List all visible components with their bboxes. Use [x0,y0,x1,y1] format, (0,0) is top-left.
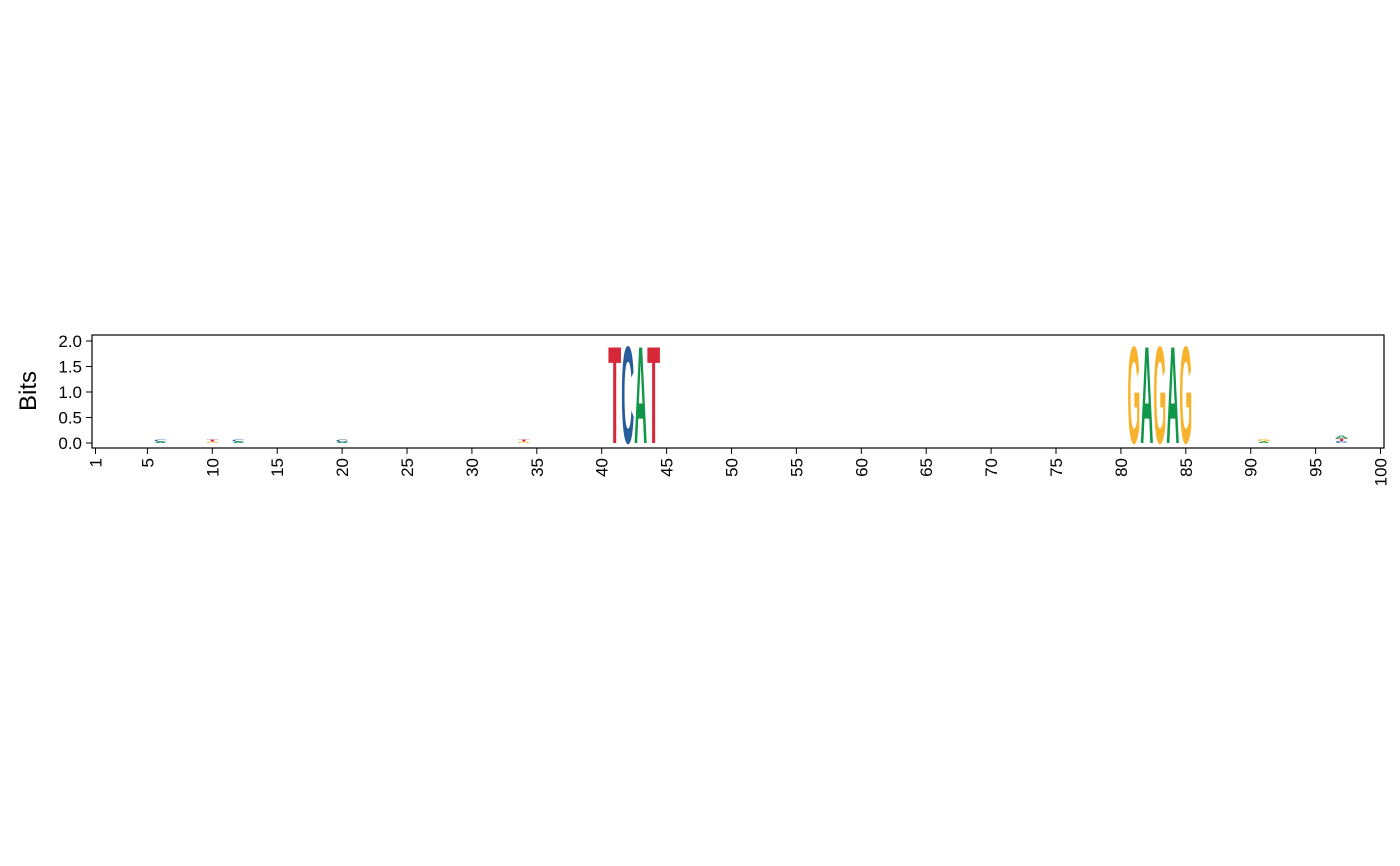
y-tick-label: 1.5 [58,358,82,377]
x-tick-label: 5 [138,458,157,467]
y-tick-label: 2.0 [58,332,82,351]
x-tick-label: 15 [268,458,287,477]
y-axis: 0.0 0.5 1.0 1.5 2.0 [58,332,92,453]
logo-letter-C-pos-12: C [232,439,245,442]
x-tick-label: 100 [1372,458,1391,486]
x-axis: 1 5 10 15 20 25 30 35 40 45 50 55 60 65 70 75 80 85 90 95 10… [87,448,1391,486]
logo-letter-C-pos-42: C [621,317,634,473]
x-tick-label: 1 [87,458,106,467]
logo-letter-G-pos-85: G [1179,317,1192,473]
x-tick-label: 95 [1307,458,1326,477]
y-tick-label: 1.0 [58,383,82,402]
x-tick-label: 60 [852,458,871,477]
x-tick-label: 75 [1047,458,1066,477]
y-axis-title: Bits [15,371,42,411]
x-tick-label: 35 [528,458,547,477]
x-tick-label: 50 [723,458,742,477]
x-tick-label: 65 [917,458,936,477]
logo-letter-T-pos-44: T [647,319,660,474]
x-tick-label: 10 [203,458,222,477]
logo-letter-C-pos-20: C [336,439,350,443]
logo-letter-T-pos-41: T [608,319,621,474]
logo-letter-A-pos-82: A [1140,317,1153,473]
logo-letter-T-pos-34: T [517,439,531,442]
logo-letter-G-pos-81: G [1127,317,1140,473]
logo-letter-A-pos-97: A [1335,434,1349,439]
x-tick-label: 30 [463,458,482,477]
x-tick-label: 90 [1242,458,1261,477]
y-tick-label: 0.5 [58,409,82,428]
y-tick-label: 0.0 [58,434,82,453]
logo-letter-G-pos-91: G [1257,438,1270,442]
x-tick-label: 20 [333,458,352,477]
logo-letter-A-pos-84: A [1166,317,1179,473]
x-tick-label: 55 [787,458,806,477]
x-tick-label: 70 [982,458,1001,477]
logo-letter-A-pos-43: A [634,317,647,473]
logo-letter-G-pos-83: G [1153,317,1166,473]
logo-letter-C-pos-6: C [154,439,167,442]
logo-letter-T-pos-10: T [206,439,220,442]
x-tick-label: 45 [658,458,677,477]
x-tick-label: 25 [398,458,417,477]
